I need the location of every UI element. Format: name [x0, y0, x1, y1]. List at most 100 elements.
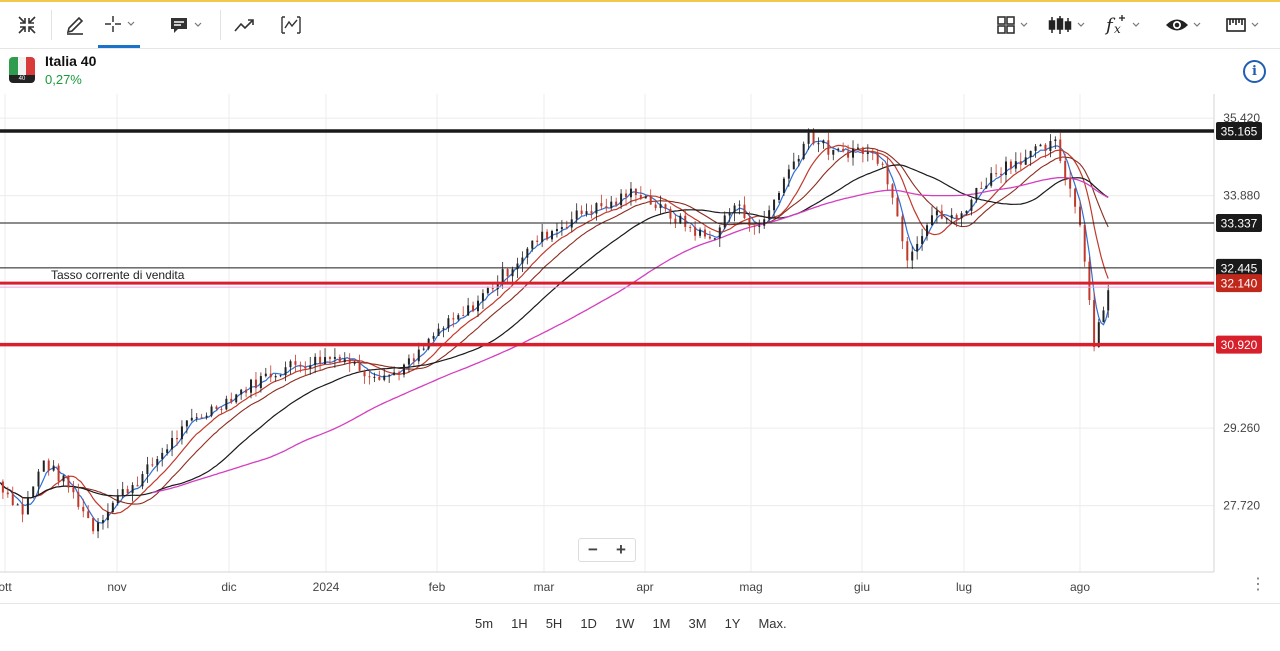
candle-body: [171, 437, 174, 450]
candle-body: [62, 475, 65, 482]
candle-body: [402, 364, 405, 375]
candle-body: [1004, 161, 1007, 176]
candle-body: [536, 240, 539, 242]
y-tick-label: 27.720: [1223, 499, 1260, 513]
candle-body: [1054, 139, 1057, 142]
range-button-1d[interactable]: 1D: [580, 616, 597, 631]
candle-body: [738, 204, 741, 206]
range-button-5m[interactable]: 5m: [475, 616, 494, 631]
candle-body: [136, 485, 139, 487]
candle-body: [1102, 310, 1105, 323]
indicators-icon: f x: [1104, 15, 1125, 36]
chevron-down-icon: [194, 22, 202, 27]
chart-type-icon: [281, 16, 301, 34]
crosshair-button[interactable]: [98, 2, 140, 48]
candle-body: [442, 328, 445, 330]
candle-body: [97, 522, 100, 532]
chevron-down-icon: [1132, 22, 1140, 27]
candle-body: [368, 376, 371, 378]
candle-body: [797, 158, 800, 162]
zoom-out-button[interactable]: −: [588, 540, 598, 559]
candle-body: [620, 193, 623, 206]
candle-body: [812, 132, 815, 144]
chart-type-button[interactable]: [276, 2, 306, 48]
candle-body: [580, 210, 583, 214]
top-accent-line: [0, 0, 1280, 2]
candle-body: [881, 163, 884, 165]
info-icon[interactable]: i: [1243, 60, 1266, 83]
candle-body: [491, 287, 494, 290]
candle-body: [467, 305, 470, 316]
candle-body: [960, 213, 963, 219]
candlestick-icon: [1048, 16, 1072, 34]
measure-button[interactable]: [1220, 2, 1264, 48]
range-button-max[interactable]: Max.: [758, 616, 787, 631]
candle-body: [723, 215, 726, 228]
layout-button[interactable]: [993, 2, 1031, 48]
candle-body: [432, 335, 435, 339]
candle-body: [245, 389, 248, 393]
candlestick-button[interactable]: [1046, 2, 1086, 48]
candle-body: [21, 504, 24, 515]
candle-body: [235, 394, 238, 403]
draw-button[interactable]: [60, 2, 90, 48]
candle-body: [555, 229, 558, 232]
candle-body: [965, 210, 968, 214]
visibility-button[interactable]: [1160, 2, 1206, 48]
candle-body: [388, 375, 391, 377]
candle-body: [348, 359, 351, 364]
indicators-button[interactable]: f x: [1098, 2, 1144, 48]
candle-body: [353, 361, 356, 364]
candle-body: [343, 359, 346, 363]
candle-body: [521, 257, 524, 264]
level-label: 35.165: [1221, 124, 1258, 138]
trendline-button[interactable]: [230, 2, 260, 48]
range-button-5h[interactable]: 5H: [545, 616, 563, 631]
candle-body: [37, 471, 40, 487]
candle-body: [1034, 146, 1037, 151]
range-button-1w[interactable]: 1W: [614, 616, 635, 631]
candle-body: [338, 356, 341, 363]
candle-body: [1029, 150, 1032, 158]
level-label-box: [1216, 121, 1262, 140]
range-button-1m[interactable]: 1M: [652, 616, 671, 631]
candle-body: [718, 227, 721, 239]
candle-body: [1019, 161, 1022, 165]
candle-body: [679, 215, 682, 224]
range-button-1y[interactable]: 1Y: [724, 616, 741, 631]
plot-area: [0, 94, 1214, 572]
zoom-in-button[interactable]: +: [616, 540, 626, 559]
candle-body: [363, 370, 366, 377]
candle-body: [141, 474, 144, 487]
range-button-1h[interactable]: 1H: [511, 616, 528, 631]
candle-body: [856, 147, 859, 149]
candle-body: [861, 147, 864, 154]
price-chart[interactable]: Tasso corrente di vendita 35.420 33.880 29.…: [0, 94, 1280, 602]
candle-body: [111, 502, 114, 513]
candle-body: [121, 489, 124, 496]
candle-body: [560, 227, 563, 230]
candle-body: [200, 417, 203, 419]
fullscreen-button[interactable]: [12, 2, 42, 48]
candle-body: [101, 520, 104, 523]
candle-body: [827, 140, 830, 155]
candle-body: [220, 409, 223, 411]
candle-body: [457, 315, 460, 320]
range-button-3m[interactable]: 3M: [688, 616, 707, 631]
candle-body: [250, 379, 253, 393]
candle-body: [447, 318, 450, 329]
comment-button[interactable]: [162, 2, 208, 48]
level-label-box: [1216, 213, 1262, 232]
candle-body: [595, 203, 598, 214]
candle-body: [210, 406, 213, 416]
candle-body: [699, 229, 702, 236]
candle-body: [407, 358, 410, 365]
candle-body: [585, 211, 588, 214]
candle-body: [87, 511, 90, 519]
more-options-icon[interactable]: ⋮: [1250, 576, 1266, 593]
candle-body: [615, 201, 618, 206]
candle-body: [486, 287, 489, 294]
candle-body: [708, 236, 711, 239]
candle-body: [1000, 173, 1003, 176]
italy-flag-icon: 40: [9, 57, 35, 83]
